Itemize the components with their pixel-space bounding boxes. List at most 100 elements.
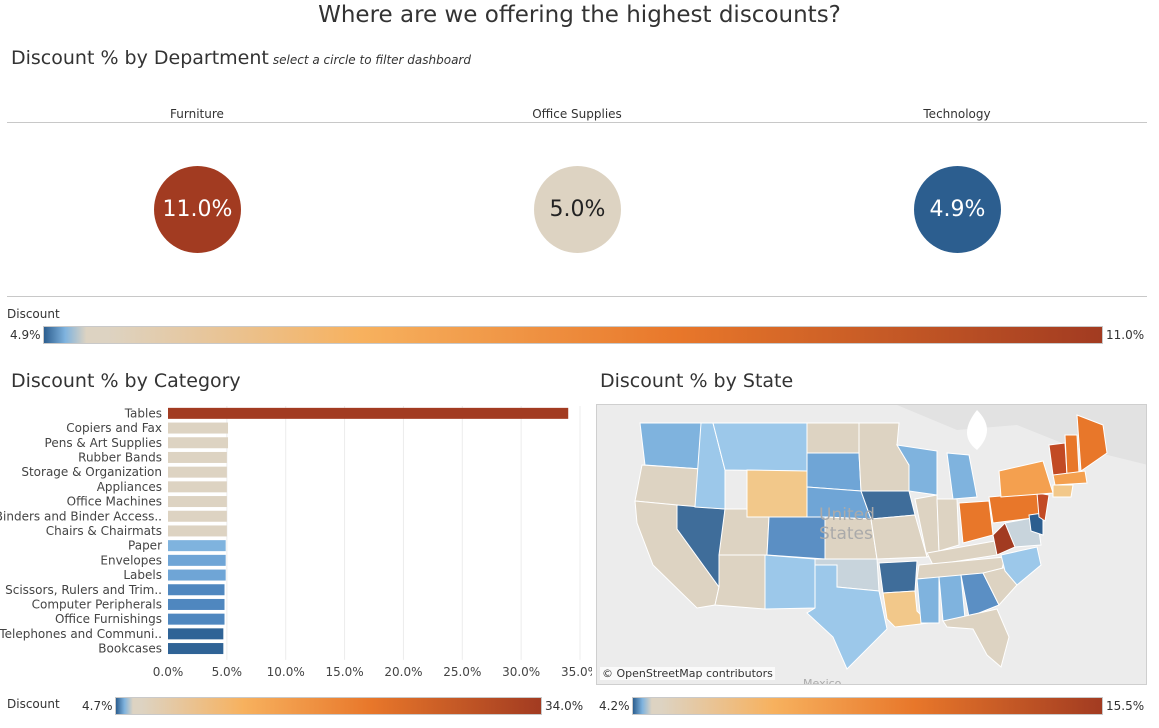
dept-circle-furniture[interactable]: 11.0%	[154, 166, 241, 253]
state-colorado[interactable]	[766, 516, 826, 560]
state-north-carolina[interactable]	[1000, 546, 1042, 586]
state-massachusetts[interactable]	[1052, 470, 1088, 486]
category-legend-color-ramp	[115, 697, 542, 715]
state-new-jersey[interactable]	[1036, 492, 1050, 522]
map-label-states: States	[819, 524, 873, 544]
category-label: Storage & Organization	[21, 465, 162, 479]
state-michigan[interactable]	[946, 452, 978, 500]
state-legend-color-ramp	[632, 697, 1103, 715]
bar[interactable]	[168, 481, 227, 493]
category-legend-max: 34.0%	[545, 699, 584, 713]
state-new-mexico[interactable]	[764, 554, 816, 610]
map-attribution[interactable]: © OpenStreetMap contributors	[600, 667, 775, 680]
department-title-text: Discount % by Department	[11, 47, 269, 69]
bar[interactable]	[168, 466, 227, 478]
state-alabama[interactable]	[938, 574, 966, 622]
dept-header-furniture: Furniture	[170, 107, 224, 121]
x-tick-label: 5.0%	[212, 665, 243, 679]
state-connecticut[interactable]	[1052, 484, 1074, 498]
category-label: Computer Peripherals	[32, 597, 162, 611]
state-map-graphic: United States Mexico	[597, 405, 1146, 685]
state-legend-min: 4.2%	[599, 699, 630, 713]
dept-header-divider	[7, 122, 1147, 123]
category-label: Telephones and Communi..	[0, 627, 162, 641]
state-section-title: Discount % by State	[600, 370, 794, 392]
state-maine[interactable]	[1076, 414, 1108, 472]
top-legend-title: Discount	[7, 307, 60, 321]
state-arkansas[interactable]	[878, 560, 918, 594]
department-section-title: Discount % by Department select a circle …	[11, 47, 471, 69]
top-legend-min: 4.9%	[10, 328, 41, 342]
state-florida[interactable]	[942, 608, 1010, 668]
state-map[interactable]: United States Mexico © OpenStreetMap con…	[596, 404, 1147, 685]
state-wyoming[interactable]	[746, 469, 808, 518]
category-legend-min: 4.7%	[82, 699, 113, 713]
state-north-dakota[interactable]	[806, 422, 860, 454]
dept-value-technology: 4.9%	[929, 197, 986, 222]
dept-bottom-divider	[7, 296, 1147, 297]
x-tick-label: 15.0%	[326, 665, 364, 679]
state-ohio[interactable]	[958, 500, 994, 544]
bar[interactable]	[168, 496, 227, 508]
bar[interactable]	[168, 510, 227, 522]
category-label: Pens & Art Supplies	[45, 436, 162, 450]
state-oregon[interactable]	[634, 464, 702, 508]
bottom-legend-title: Discount	[7, 697, 60, 711]
bar[interactable]	[168, 540, 226, 552]
bar[interactable]	[168, 598, 225, 610]
bar[interactable]	[168, 584, 225, 596]
top-legend-max: 11.0%	[1106, 328, 1145, 342]
category-label: Chairs & Chairmats	[46, 524, 162, 538]
bar[interactable]	[168, 628, 224, 640]
category-label: Paper	[128, 539, 162, 553]
bar[interactable]	[168, 569, 226, 581]
bar[interactable]	[168, 525, 227, 537]
top-legend-color-ramp	[43, 326, 1103, 344]
bar[interactable]	[168, 554, 226, 566]
category-label: Office Machines	[67, 495, 162, 509]
category-label: Appliances	[97, 480, 162, 494]
state-south-dakota[interactable]	[806, 452, 862, 492]
bar[interactable]	[168, 613, 225, 625]
bar[interactable]	[168, 437, 229, 449]
x-tick-label: 35.0%	[561, 665, 592, 679]
bar[interactable]	[168, 422, 229, 434]
x-tick-label: 20.0%	[384, 665, 422, 679]
dept-circle-technology[interactable]: 4.9%	[914, 166, 1001, 253]
state-legend-max: 15.5%	[1106, 699, 1145, 713]
category-label: Labels	[123, 568, 162, 582]
map-water	[967, 410, 987, 450]
category-label: Scissors, Rulers and Trim..	[5, 583, 162, 597]
dept-circle-office-supplies[interactable]: 5.0%	[534, 166, 621, 253]
bar[interactable]	[168, 643, 224, 655]
state-montana[interactable]	[712, 422, 808, 472]
category-label: Rubber Bands	[78, 450, 162, 464]
states-layer	[634, 414, 1108, 670]
state-mississippi[interactable]	[916, 576, 940, 624]
state-texas[interactable]	[806, 564, 888, 670]
category-label: Envelopes	[100, 553, 162, 567]
x-tick-label: 25.0%	[443, 665, 481, 679]
state-new-hampshire[interactable]	[1064, 434, 1080, 476]
dept-value-furniture: 11.0%	[162, 197, 233, 222]
state-idaho[interactable]	[694, 422, 726, 510]
category-section-title: Discount % by Category	[11, 370, 241, 392]
state-washington[interactable]	[639, 422, 702, 470]
dept-value-office-supplies: 5.0%	[549, 197, 606, 222]
map-label-united: United	[819, 505, 875, 525]
dashboard-title: Where are we offering the highest discou…	[318, 2, 841, 28]
category-label: Tables	[124, 406, 162, 420]
x-tick-label: 30.0%	[502, 665, 540, 679]
state-arizona[interactable]	[714, 554, 766, 610]
category-label: Office Furnishings	[55, 612, 162, 626]
category-label: Bookcases	[98, 642, 162, 656]
department-subtitle: select a circle to filter dashboard	[272, 53, 471, 67]
bar[interactable]	[168, 407, 569, 419]
category-label: Binders and Binder Access..	[0, 509, 162, 523]
state-indiana[interactable]	[936, 498, 960, 552]
state-wisconsin[interactable]	[896, 444, 938, 496]
x-tick-label: 0.0%	[153, 665, 184, 679]
map-label-mexico: Mexico	[803, 677, 842, 685]
bar[interactable]	[168, 451, 227, 463]
